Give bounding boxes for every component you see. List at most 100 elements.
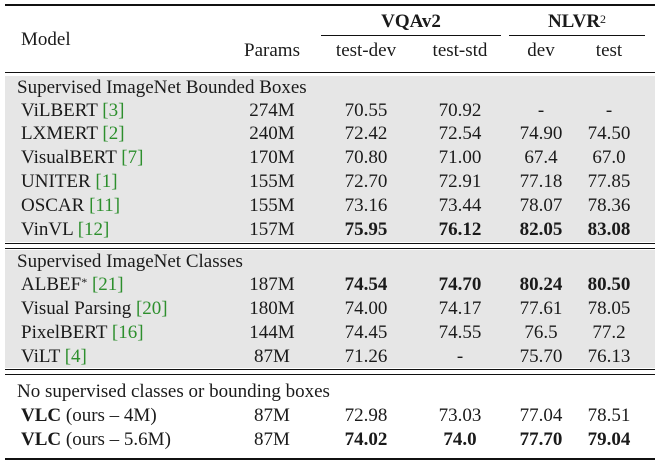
- model-name-cell: VLC (ours – 5.6M): [21, 428, 171, 452]
- model-name: Visual Parsing: [21, 298, 132, 319]
- vqa-test-std-cell: 70.92: [438, 100, 482, 121]
- vqa-test-dev-cell: 72.42: [344, 123, 388, 144]
- model-name-cell: VisualBERT [7]: [21, 146, 143, 170]
- params-cell: 187M: [249, 274, 295, 295]
- nlvr-test-cell: 78.36: [587, 195, 631, 216]
- table-row: UNITER [1] 155M 72.70 72.91 77.18 77.85: [5, 170, 655, 194]
- nlvr-dev-cell: 78.07: [519, 195, 563, 216]
- header-rule: [5, 72, 655, 73]
- model-name-cell: Visual Parsing [20]: [21, 297, 168, 321]
- model-marker: *: [81, 275, 88, 289]
- vqa-test-dev-cell: 70.80: [344, 147, 388, 168]
- results-table: Model VQAv2 NLVR2 Params test-dev test-s…: [5, 0, 655, 465]
- header-nlvr-text: NLVR: [547, 11, 601, 32]
- citation: [21]: [91, 274, 124, 295]
- params-cell: 240M: [249, 123, 295, 144]
- header-nlvr: NLVR2: [509, 10, 645, 34]
- model-name: LXMERT: [21, 123, 98, 144]
- vqa-test-dev-cell: 74.02: [344, 429, 388, 450]
- model-name-cell: LXMERT [2]: [21, 122, 125, 146]
- nlvr-dev-cell: 67.4: [524, 147, 558, 168]
- params-cell: 144M: [249, 322, 295, 343]
- table-row: VLC (ours – 5.6M) 87M 74.02 74.0 77.70 7…: [5, 428, 655, 452]
- nlvr-test-cell: 78.51: [587, 405, 631, 426]
- header-vqa: VQAv2: [381, 11, 441, 32]
- vqa-test-dev-cell: 74.54: [344, 274, 388, 295]
- vqa-test-dev-cell: 73.16: [344, 195, 388, 216]
- vqa-test-dev-cell: 71.26: [344, 346, 388, 367]
- params-cell: 274M: [249, 100, 295, 121]
- vqa-test-std-cell: -: [456, 346, 464, 367]
- model-name: VinVL: [21, 219, 73, 240]
- group-1-shading: [5, 76, 655, 242]
- table-row: LXMERT [2] 240M 72.42 72.54 74.90 74.50: [5, 122, 655, 146]
- model-name-cell: ViLBERT [3]: [21, 99, 124, 123]
- nlvr-dev-cell: 82.05: [519, 219, 563, 240]
- params-cell: 155M: [249, 195, 295, 216]
- params-cell: 170M: [249, 147, 295, 168]
- params-cell: 87M: [254, 405, 290, 426]
- citation: [1]: [95, 171, 118, 192]
- table-row: OSCAR [11] 155M 73.16 73.44 78.07 78.36: [5, 194, 655, 218]
- model-name-cell: ViLT [4]: [21, 345, 87, 369]
- model-name-cell: PixelBERT [16]: [21, 321, 144, 345]
- nlvr-test-cell: 74.50: [587, 123, 631, 144]
- vqa-test-dev-cell: 72.70: [344, 171, 388, 192]
- nlvr-dev-cell: 80.24: [519, 274, 563, 295]
- vqa-test-dev-cell: 74.45: [344, 322, 388, 343]
- model-name: ALBEF: [21, 274, 82, 295]
- group-title: No supervised classes or bounding boxes: [17, 381, 330, 402]
- model-name: VLC: [21, 405, 62, 426]
- header-test: test: [595, 40, 623, 61]
- nlvr-test-cell: 79.04: [587, 429, 631, 450]
- table-row: VLC (ours – 4M) 87M 72.98 73.03 77.04 78…: [5, 404, 655, 428]
- citation: [2]: [102, 123, 125, 144]
- model-name: OSCAR: [21, 195, 85, 216]
- nlvr-dev-cell: 74.90: [519, 123, 563, 144]
- model-name: UNITER: [21, 171, 91, 192]
- table-row: ALBEF* [21] 187M 74.54 74.70 80.24 80.50: [5, 273, 655, 297]
- citation: [11]: [89, 195, 121, 216]
- model-suffix: (ours – 5.6M): [65, 429, 171, 450]
- params-cell: 155M: [249, 171, 295, 192]
- citation: [16]: [111, 322, 144, 343]
- model-name-cell: UNITER [1]: [21, 170, 118, 194]
- vqa-test-dev-cell: 70.55: [344, 100, 388, 121]
- nlvr-test-cell: 80.50: [587, 274, 631, 295]
- nlvr-dev-cell: 77.18: [519, 171, 563, 192]
- table-row: VinVL [12] 157M 75.95 76.12 82.05 83.08: [5, 218, 655, 242]
- nlvr-test-cell: 78.05: [587, 298, 631, 319]
- vqa-test-dev-cell: 74.00: [344, 298, 388, 319]
- nlvr-test-cell: 77.85: [587, 171, 631, 192]
- citation: [7]: [121, 147, 144, 168]
- table-row: Visual Parsing [20] 180M 74.00 74.17 77.…: [5, 297, 655, 321]
- model-name: VLC: [21, 429, 62, 450]
- group-1-bottom-rule: [5, 243, 655, 244]
- top-rule: [5, 4, 655, 6]
- params-cell: 87M: [254, 429, 290, 450]
- model-name-cell: ALBEF* [21]: [21, 273, 124, 297]
- vqa-test-std-cell: 76.12: [438, 219, 482, 240]
- nlvr-test-cell: -: [605, 100, 613, 121]
- vqa-test-std-cell: 74.55: [438, 322, 482, 343]
- model-name: PixelBERT: [21, 322, 108, 343]
- table-row: VisualBERT [7] 170M 70.80 71.00 67.4 67.…: [5, 146, 655, 170]
- model-name: ViLBERT: [21, 100, 98, 121]
- params-cell: 87M: [254, 346, 290, 367]
- model-suffix: (ours – 4M): [65, 405, 157, 426]
- vqa-test-std-cell: 74.0: [443, 429, 477, 450]
- header-dev: dev: [527, 40, 555, 61]
- vqa-test-std-cell: 73.03: [438, 405, 482, 426]
- model-name-cell: VLC (ours – 4M): [21, 404, 157, 428]
- table-row: ViLBERT [3] 274M 70.55 70.92 - -: [5, 99, 655, 123]
- header-params: Params: [244, 40, 300, 61]
- nlvr-dev-cell: -: [537, 100, 545, 121]
- header-nlvr-superscript: 2: [600, 12, 607, 26]
- vqa-test-std-cell: 74.17: [438, 298, 482, 319]
- group-2-top-rule: [5, 248, 655, 249]
- model-name-cell: OSCAR [11]: [21, 194, 120, 218]
- vqa-test-dev-cell: 72.98: [344, 405, 388, 426]
- vqa-test-std-cell: 71.00: [438, 147, 482, 168]
- nlvr-dev-cell: 77.61: [519, 298, 563, 319]
- group-3-top-rule: [5, 374, 655, 375]
